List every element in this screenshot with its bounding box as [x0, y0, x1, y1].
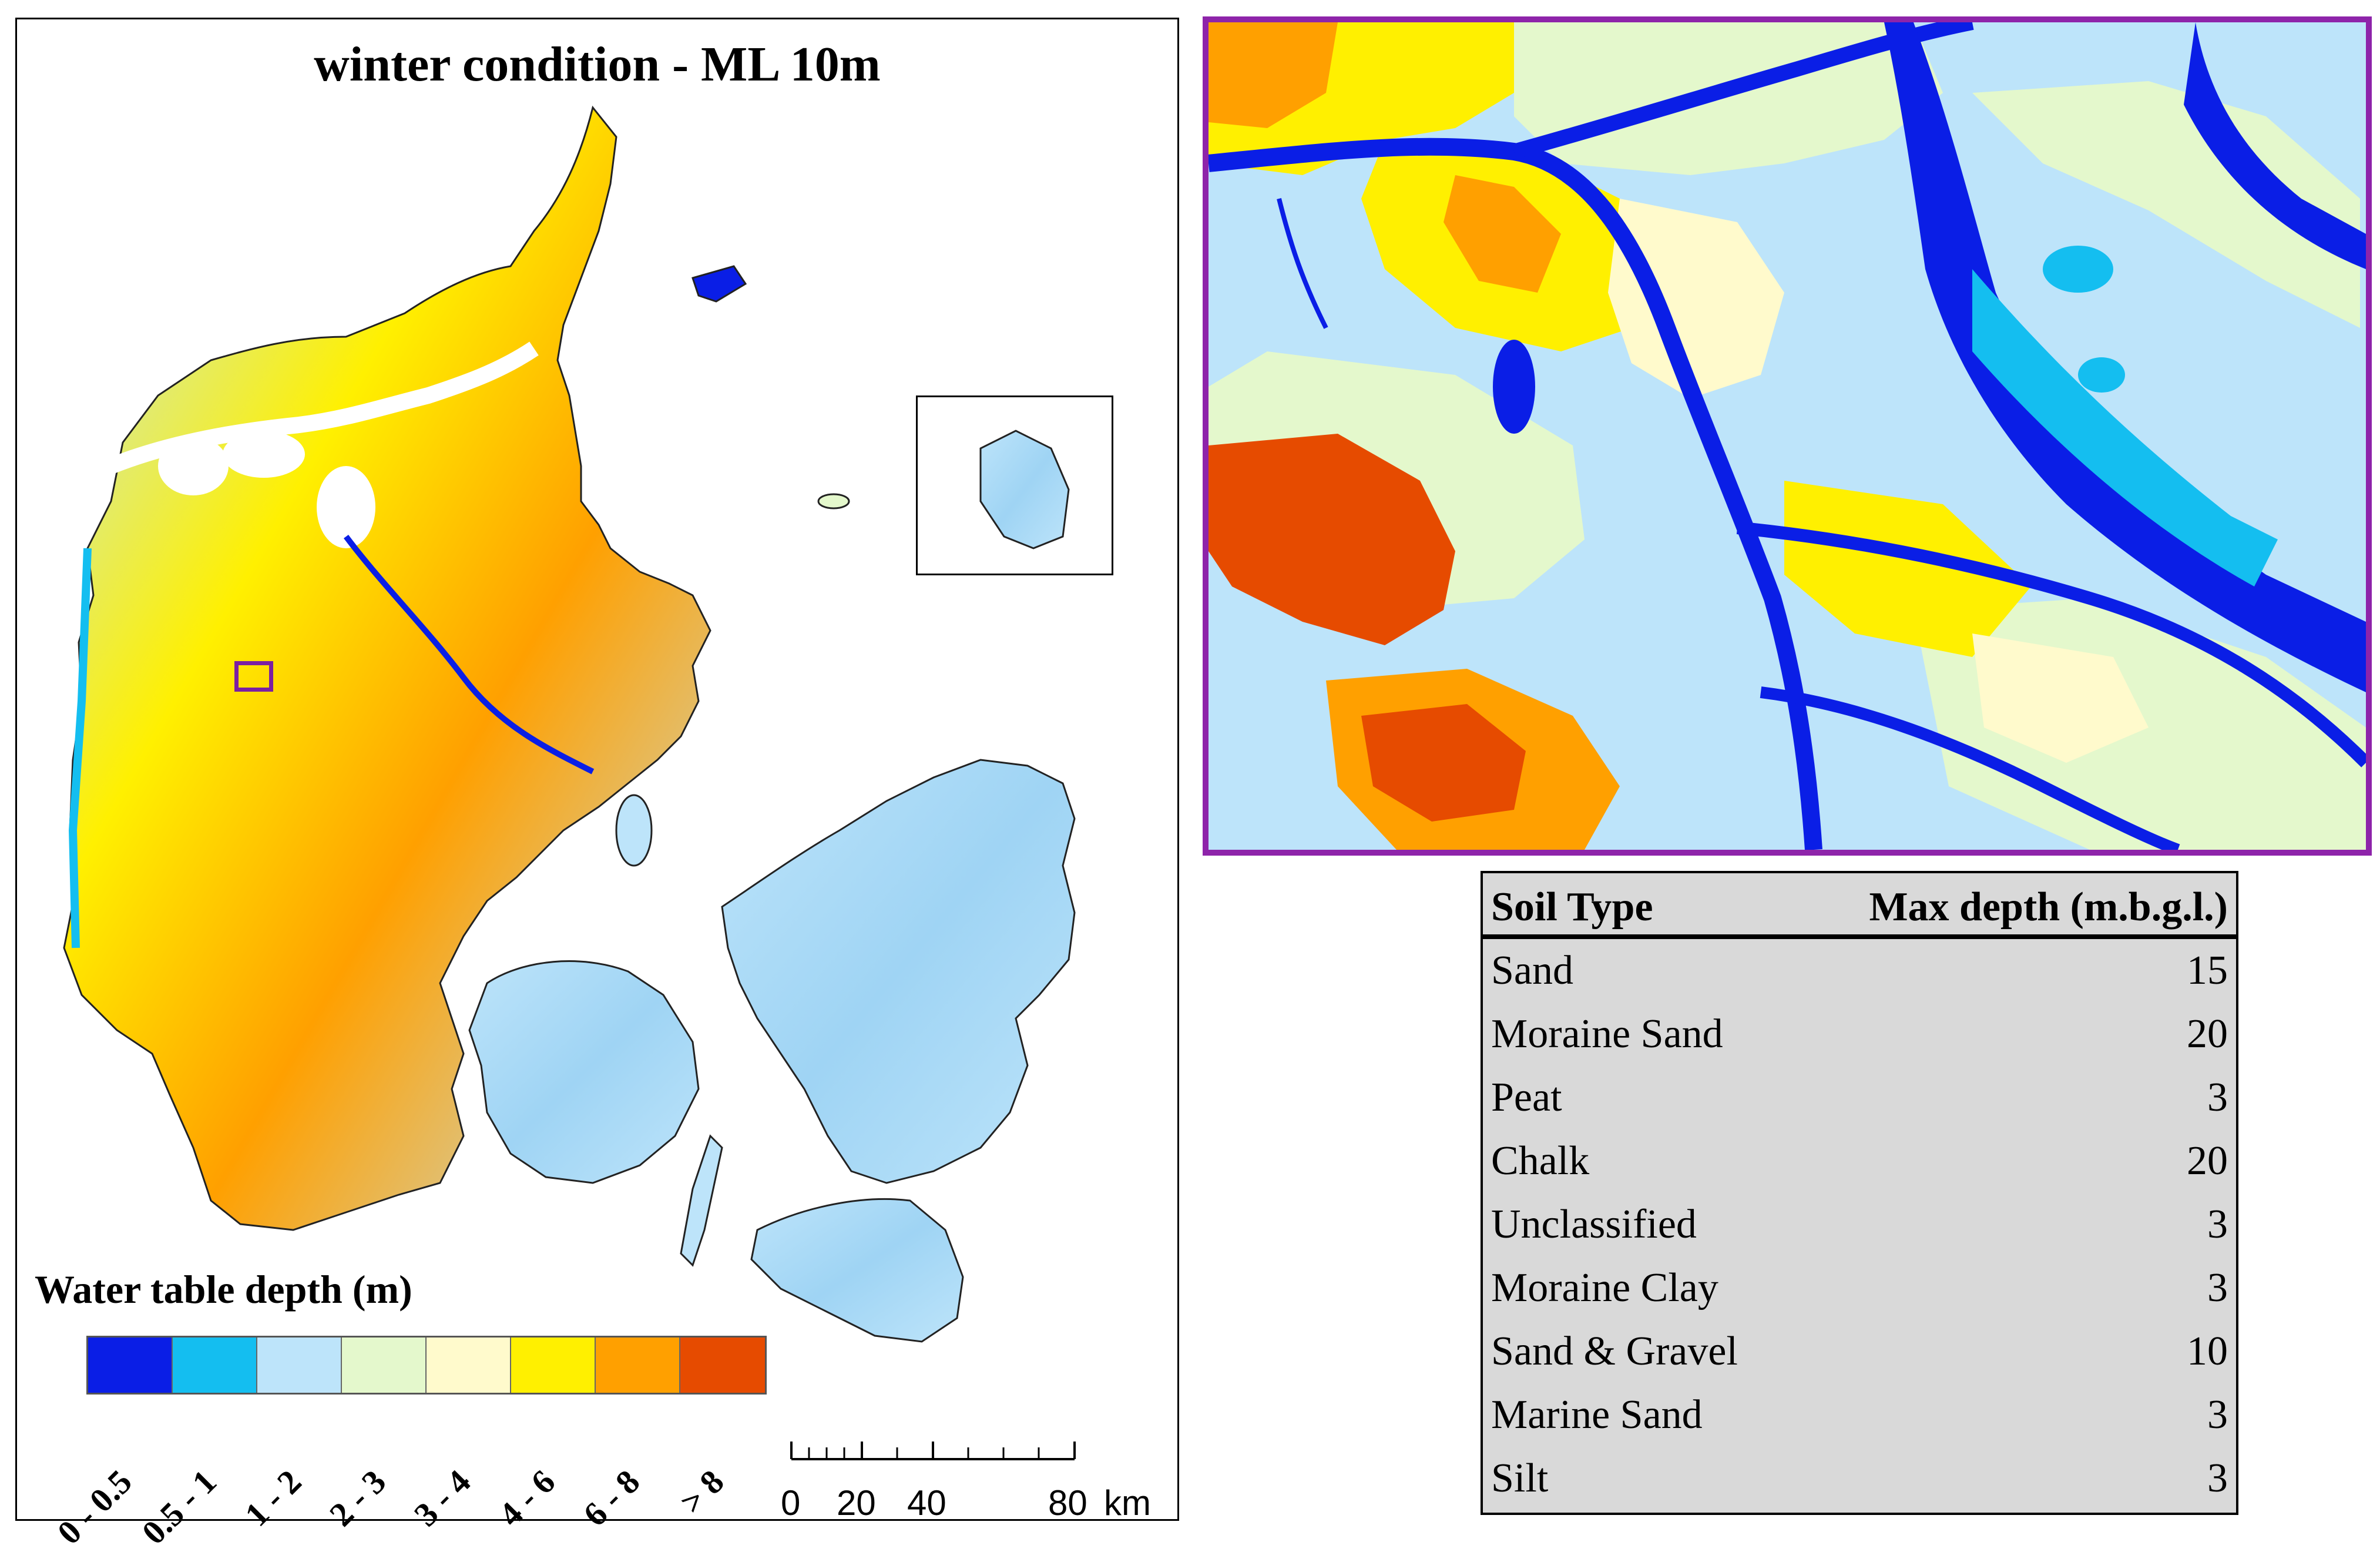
table-row: Sand 15 — [1483, 943, 2236, 1006]
fjord-lake-3 — [317, 466, 375, 548]
soil-depth-table: Soil Type Max depth (m.b.g.l.) Sand 15 M… — [1481, 871, 2238, 1515]
soil-depth: 20 — [2187, 1138, 2228, 1184]
soil-name: Chalk — [1491, 1138, 1590, 1184]
table-row: Unclassified 3 — [1483, 1196, 2236, 1260]
denmark-map-panel: winter condition - ML 10m — [15, 18, 1179, 1551]
soil-name: Marine Sand — [1491, 1392, 1703, 1437]
table-row: Moraine Clay 3 — [1483, 1260, 2236, 1323]
soil-depth: 3 — [2207, 1202, 2228, 1247]
soil-depth: 3 — [2207, 1265, 2228, 1310]
scale-label-20: 20 — [837, 1483, 876, 1523]
scale-unit-label: km — [1104, 1483, 1151, 1523]
legend-swatch-1 — [173, 1338, 257, 1393]
zoom-locator-box — [234, 661, 273, 692]
table-row: Chalk 20 — [1483, 1133, 2236, 1196]
scale-bar — [790, 1442, 1076, 1460]
river-gudenaa — [344, 534, 595, 775]
fjord-lake-1 — [223, 431, 305, 478]
soil-depth: 15 — [2187, 948, 2228, 993]
soil-depth: 3 — [2207, 1075, 2228, 1120]
legend-swatch-7 — [680, 1338, 765, 1393]
soil-name: Moraine Clay — [1491, 1265, 1718, 1310]
denmark-map — [63, 105, 1076, 1460]
table-row: Moraine Sand 20 — [1483, 1006, 2236, 1070]
soil-name: Unclassified — [1491, 1202, 1697, 1247]
legend-swatch-0 — [88, 1338, 173, 1393]
zoom-detail-raster — [1209, 22, 2366, 850]
header-max-depth: Max depth (m.b.g.l.) — [1869, 884, 2228, 930]
legend-swatch-3 — [342, 1338, 427, 1393]
table-row: Silt 3 — [1483, 1450, 2236, 1514]
langeland-landmass — [680, 1134, 723, 1267]
table-row: Peat 3 — [1483, 1070, 2236, 1133]
table-row: Marine Sand 3 — [1483, 1387, 2236, 1450]
legend-swatch-5 — [511, 1338, 596, 1393]
legend-title: Water table depth (m) — [35, 1267, 412, 1312]
soil-name: Sand & Gravel — [1491, 1329, 1738, 1374]
soil-name: Sand — [1491, 948, 1573, 993]
bornholm-inset-frame — [916, 395, 1113, 575]
soil-name: Silt — [1491, 1456, 1549, 1501]
scale-label-40: 40 — [907, 1483, 946, 1523]
soil-depth: 3 — [2207, 1392, 2228, 1437]
coastal-wet-zone — [68, 548, 92, 948]
table-header-row: Soil Type Max depth (m.b.g.l.) — [1483, 873, 2236, 939]
lolland-landmass — [750, 1198, 964, 1343]
soil-depth: 20 — [2187, 1011, 2228, 1057]
soil-depth: 10 — [2187, 1329, 2228, 1374]
fjord-lake-2 — [158, 437, 229, 495]
legend-swatch-6 — [596, 1338, 680, 1393]
anholt-island — [691, 265, 747, 303]
soil-name: Peat — [1491, 1075, 1562, 1120]
scale-label-80: 80 — [1048, 1483, 1087, 1523]
legend-swatch-2 — [257, 1338, 342, 1393]
table-row: Sand & Gravel 10 — [1483, 1323, 2236, 1387]
map-title: winter condition - ML 10m — [314, 37, 881, 92]
bornholm-island — [979, 430, 1070, 549]
zoom-detail-map — [1203, 16, 2372, 856]
jutland-landmass — [63, 105, 711, 1231]
legend-swatch-4 — [427, 1338, 511, 1393]
laeso-island — [817, 493, 850, 509]
scale-label-0: 0 — [781, 1483, 801, 1523]
fyn-landmass — [468, 960, 700, 1184]
legend-color-bar — [86, 1336, 767, 1395]
soil-name: Moraine Sand — [1491, 1011, 1723, 1057]
header-soil-type: Soil Type — [1491, 884, 1653, 930]
samso-island — [615, 794, 653, 867]
soil-depth: 3 — [2207, 1456, 2228, 1501]
zealand-landmass — [721, 759, 1076, 1184]
